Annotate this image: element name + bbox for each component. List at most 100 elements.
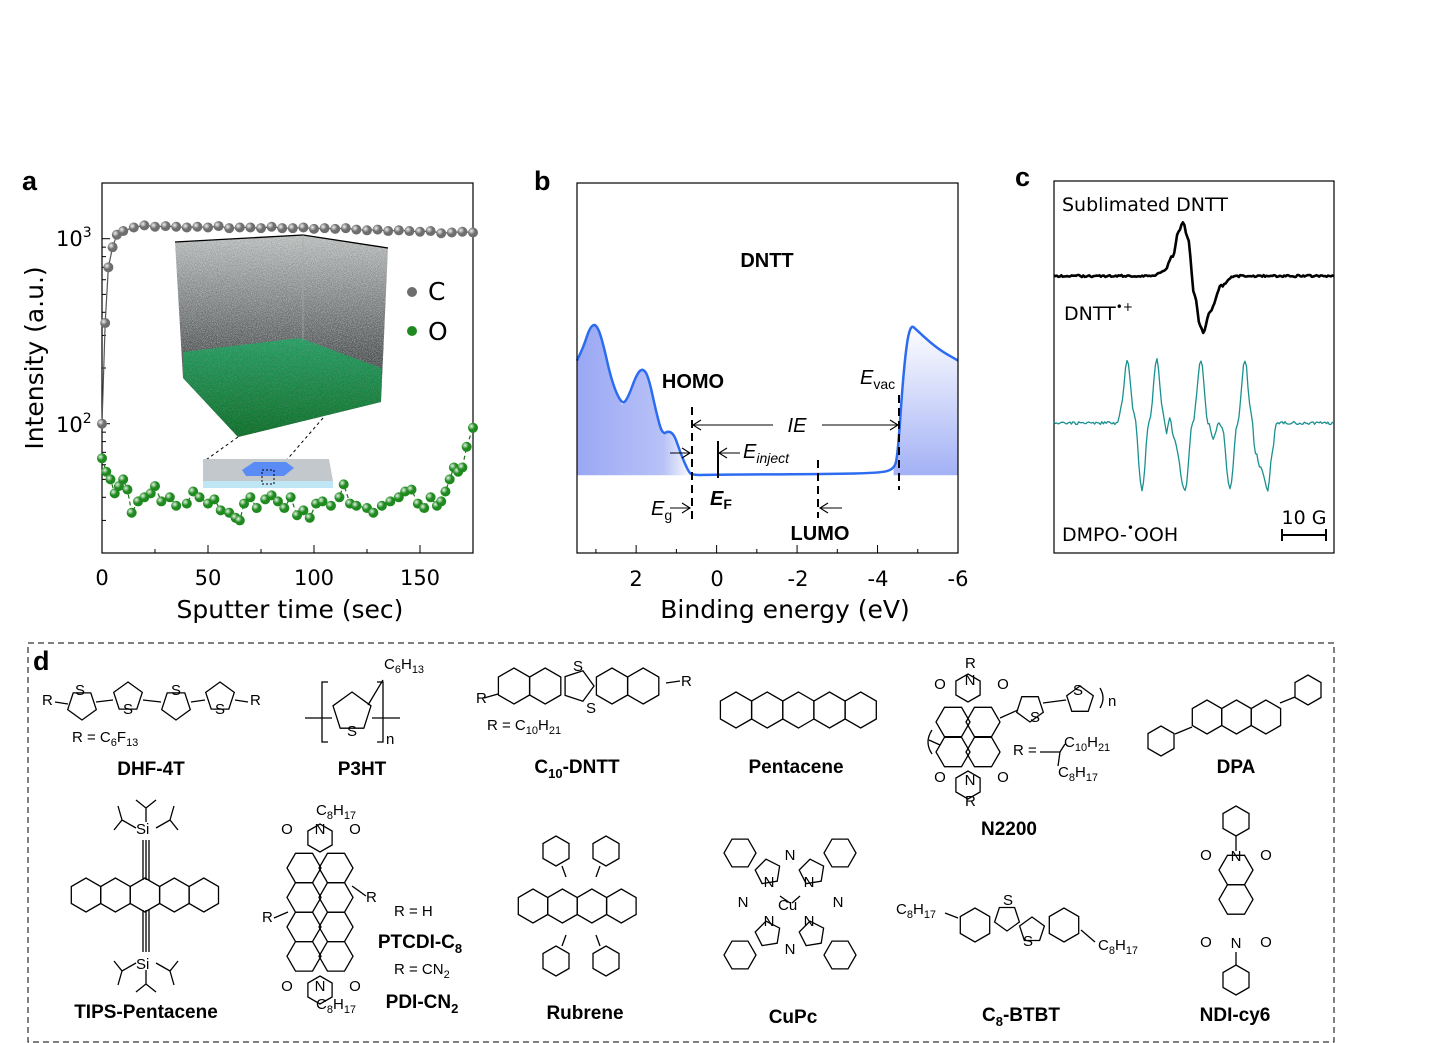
r-definition-n2200: R =	[1013, 742, 1037, 759]
data-point-highlight	[256, 223, 266, 234]
data-point-highlight	[325, 500, 336, 511]
data-point-highlight	[118, 226, 129, 237]
repeat-n-p3ht: n	[386, 731, 394, 748]
data-point-highlight	[309, 223, 319, 234]
perylene-ring	[318, 911, 354, 943]
ups-fill-cutoff	[893, 323, 958, 476]
data-point-highlight	[234, 222, 245, 233]
data-point-highlight	[277, 223, 288, 234]
atom-label: N	[1231, 935, 1242, 952]
atom-label: O	[997, 676, 1009, 693]
x-tick-label: 50	[195, 566, 222, 590]
bond	[999, 709, 1019, 719]
data-point-highlight	[128, 222, 139, 233]
naphthalene-ring	[1218, 884, 1254, 915]
molecule-name-tips-pentacene: TIPS-Pentacene	[74, 1002, 218, 1023]
data-point-highlight	[156, 496, 167, 507]
isopropyl-group	[113, 799, 179, 831]
x-tick-label: -4	[868, 567, 889, 591]
data-point-highlight	[372, 224, 383, 235]
perylene-ring	[318, 940, 354, 972]
ef-label: EF	[710, 488, 732, 512]
x-tick-label: -6	[948, 567, 969, 591]
phenyl-ring	[1294, 674, 1322, 706]
benzo-ring	[823, 940, 857, 970]
pentacene-ring	[70, 877, 102, 913]
atom-label: O	[1260, 934, 1272, 951]
data-point-highlight	[406, 484, 417, 495]
molecule-name-pdi-cn2: PDI-CN2	[386, 992, 459, 1016]
phenyl-ring	[592, 945, 620, 977]
bond	[791, 895, 801, 904]
thiophene-ring	[1015, 696, 1045, 723]
data-point-highlight	[118, 474, 129, 485]
atom-label: N	[738, 894, 749, 911]
data-point-highlight	[383, 226, 394, 237]
chain-c8h17: C8H17	[316, 996, 356, 1016]
atom-si: Si	[136, 821, 149, 838]
molecule-name-rubrene: Rubrene	[546, 1003, 623, 1024]
data-point-highlight	[239, 498, 250, 509]
bond	[595, 934, 601, 947]
data-point-highlight	[436, 496, 447, 507]
series-layer-c	[1053, 221, 1335, 492]
data-point-highlight	[192, 221, 203, 232]
tetracene-ring	[576, 888, 608, 924]
data-point-highlight	[181, 498, 192, 509]
inset-substrate	[203, 459, 333, 488]
benzene-ring	[965, 736, 1001, 768]
legend-marker-o	[407, 326, 417, 336]
series-layer-b	[575, 323, 959, 477]
perylene-ring	[286, 852, 322, 884]
data-point-highlight	[97, 453, 107, 464]
r-definition-c10-dntt: R = C10H21	[487, 717, 561, 737]
atom-label: N	[965, 772, 976, 789]
bond	[95, 699, 114, 703]
benzene-ring	[528, 667, 562, 705]
data-point-highlight	[338, 479, 349, 490]
panel-label-d: d	[33, 646, 50, 676]
atom-label: O	[1260, 847, 1272, 864]
plot-frame-c	[1053, 180, 1335, 554]
tetracene-ring	[547, 888, 578, 924]
data-point-highlight	[393, 225, 404, 236]
data-point-highlight	[376, 500, 387, 511]
data-point-highlight	[440, 486, 451, 497]
data-point-highlight	[215, 505, 226, 516]
bond	[561, 865, 567, 878]
atom-label: O	[281, 821, 293, 838]
pentacene-ring	[813, 691, 846, 729]
data-point-highlight	[334, 492, 345, 503]
legend-label-c: C	[428, 277, 445, 306]
atom-label: N	[1231, 848, 1242, 865]
thiophene-ring	[66, 692, 98, 721]
data-point-highlight	[103, 262, 114, 273]
pentacene-ring	[129, 877, 161, 913]
x-tick-label: 2	[629, 567, 642, 591]
molecule-name-dpa: DPA	[1217, 757, 1256, 778]
chain-c8h17: C8H17	[1098, 937, 1138, 957]
bond	[1080, 929, 1096, 943]
data-point-highlight	[285, 492, 296, 503]
thiophene-ring	[1018, 916, 1046, 942]
bond	[351, 885, 367, 897]
pentacene-ring	[844, 691, 877, 729]
atom-r: R	[476, 690, 487, 707]
bond	[665, 680, 681, 684]
panel-label-c: c	[1015, 162, 1030, 192]
data-point-highlight	[287, 223, 298, 234]
atom-label: N	[315, 821, 326, 838]
pentacene-ring	[782, 691, 815, 729]
homo-label: HOMO	[662, 371, 724, 393]
atom-label: N	[833, 894, 844, 911]
data-point-highlight	[351, 224, 362, 235]
atom-label: O	[349, 978, 361, 995]
r-definition-ptcdi: R = H	[394, 903, 433, 920]
phenyl-ring	[592, 835, 620, 867]
atom-label: O	[281, 978, 293, 995]
r-definition-dhf-4t: R = C6F13	[72, 729, 138, 749]
cyclohexyl-ring	[1222, 964, 1250, 996]
data-point-highlight	[171, 221, 182, 232]
